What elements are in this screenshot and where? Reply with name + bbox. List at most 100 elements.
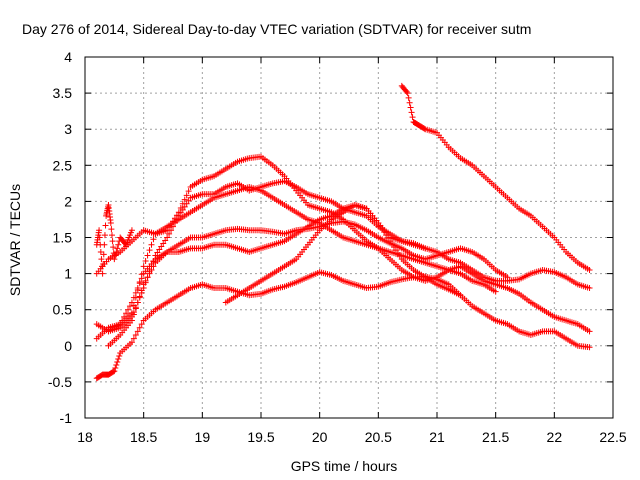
data-point-interp [138,321,145,328]
data-point-interp [123,310,130,317]
data-point-interp [421,125,428,132]
x-tick-label: 22 [547,429,563,445]
data-point-interp [146,270,153,277]
x-tick-label: 22.5 [599,429,626,445]
data-point-interp [179,206,186,213]
data-point-interp [408,109,415,116]
y-tick-label: 2.5 [53,157,73,173]
data-point-interp [115,241,122,248]
data-point-interp [379,226,386,233]
data-point [128,227,135,234]
data-point [128,299,135,306]
grid [85,57,613,418]
data-point-interp [98,256,105,263]
data-point-interp [136,280,143,287]
data-point-interp [144,274,151,281]
x-tick-label: 19 [195,429,211,445]
data-point [128,339,135,346]
data-point-interp [134,299,141,306]
tick-labels: 18 18.5 19 19.5 20 20.5 21 21.5 22 22.5-1-0.500.5… [48,49,627,445]
y-tick-label: 0.5 [53,302,73,318]
y-tick-label: 1.5 [53,230,73,246]
data-point [586,285,593,292]
y-tick-label: 3.5 [53,85,73,101]
data-point-interp [385,235,392,242]
data-point-interp [177,209,184,216]
data-point-interp [144,252,151,259]
y-tick-label: -0.5 [48,374,72,390]
data-point-interp [392,247,399,254]
data-point [107,220,114,227]
data-point-interp [100,260,107,267]
data-point-interp [134,285,141,292]
data-point-interp [166,230,173,237]
data-point-interp [116,353,123,360]
data-point-interp [102,222,109,229]
data-point [504,274,511,281]
data-point-interp [138,275,145,282]
data-point-interp [114,245,121,252]
data-point-interp [150,236,157,243]
data-point-interp [130,294,137,301]
data-point [375,220,382,227]
data-point-interp [132,289,139,296]
data-point-interp [113,248,120,255]
data-point-interp [134,328,141,335]
data-point-interp [115,356,122,363]
x-axis-title: GPS time / hours [291,458,398,474]
data-point-interp [390,244,397,251]
data-point-interp [389,241,396,248]
data-point [492,288,499,295]
data-point [586,266,593,273]
data-point-interp [148,266,155,273]
data-point-interp [130,335,137,342]
data-point-interp [110,244,117,251]
data-point-interp [108,226,115,233]
data-point-interp [125,306,132,313]
data-point-interp [185,188,192,195]
ticks [84,56,614,419]
data-point-interp [148,241,155,248]
data-point-interp [168,227,175,234]
data-point-interp [409,114,416,121]
data-point [128,317,135,324]
x-tick-label: 19.5 [247,429,274,445]
data-point-interp [101,241,108,248]
data-point-interp [146,247,153,254]
data-point-interp [136,324,143,331]
data-point-interp [132,305,139,312]
data-point [457,292,464,299]
data-point-interp [110,368,117,375]
x-tick-label: 20.5 [365,429,392,445]
data-point-interp [142,257,149,264]
data-point-interp [381,229,388,236]
data-point-interp [181,203,188,210]
data-point-interp [183,192,190,199]
y-tick-label: 4 [64,49,72,65]
data-point-interp [383,232,390,239]
data-point [586,328,593,335]
data-point-interp [112,365,119,372]
x-tick-label: 21 [429,429,445,445]
data-point-interp [100,251,107,258]
data-point-interp [406,99,413,106]
data-point-interp [396,253,403,260]
x-tick-label: 20 [312,429,328,445]
data-point-interp [96,234,103,241]
data-point-interp [403,88,410,95]
data-points [93,82,593,382]
data-point [422,245,429,252]
x-tick-label: 18 [77,429,93,445]
data-point [586,344,593,351]
chart-title: Day 276 of 2014, Sidereal Day-to-day VTE… [22,21,531,37]
data-point [117,321,124,328]
data-point [164,234,171,241]
data-point-interp [130,311,137,318]
y-tick-label: 3 [64,121,72,137]
data-point-interp [136,293,143,300]
data-point [99,270,106,277]
data-point-interp [121,313,128,320]
data-point-interp [119,317,126,324]
data-point-interp [162,237,169,244]
